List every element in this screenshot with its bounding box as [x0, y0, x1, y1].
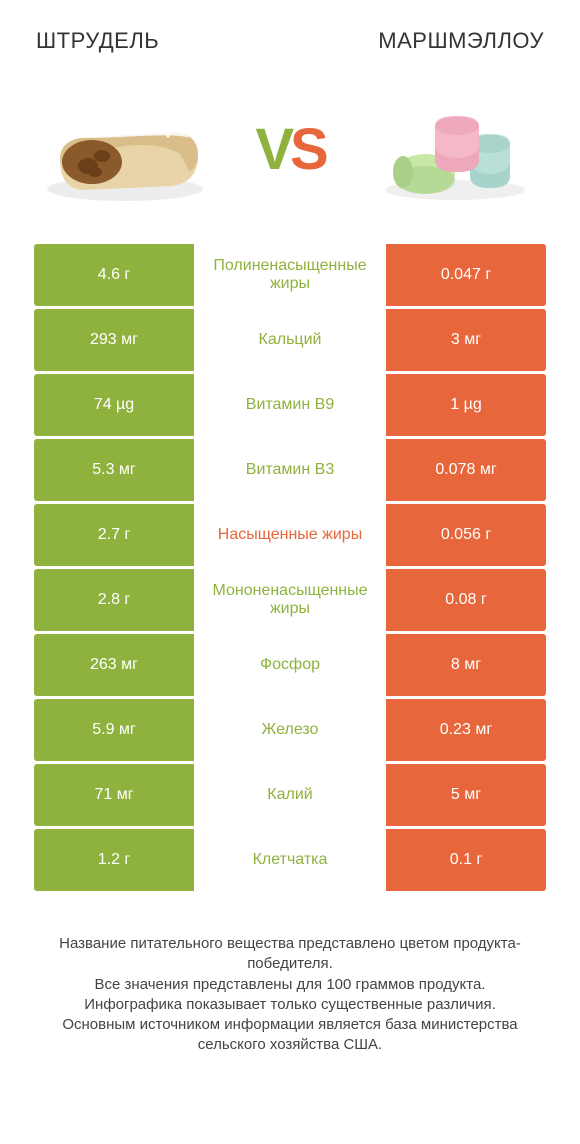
- left-value-cell: 5.9 мг: [34, 699, 194, 761]
- table-row: 1.2 гКлетчатка0.1 г: [34, 829, 546, 891]
- table-row: 74 µgВитамин B91 µg: [34, 374, 546, 436]
- left-value-cell: 71 мг: [34, 764, 194, 826]
- hero-row: VS: [0, 64, 580, 244]
- table-row: 71 мгКалий5 мг: [34, 764, 546, 826]
- vs-label: VS: [255, 116, 324, 183]
- left-food-title: ШТРУДЕЛЬ: [36, 28, 159, 54]
- footer-line: Основным источником информации является …: [40, 1015, 540, 1056]
- footer-line: Инфографика показывает только существенн…: [40, 995, 540, 1015]
- table-row: 263 мгФосфор8 мг: [34, 634, 546, 696]
- nutrient-label: Кальций: [194, 309, 386, 371]
- right-value-cell: 0.23 мг: [386, 699, 546, 761]
- vs-v: V: [255, 117, 290, 182]
- comparison-table: 4.6 гПолиненасыщенные жиры0.047 г293 мгК…: [0, 244, 580, 891]
- nutrient-label: Калий: [194, 764, 386, 826]
- left-value-cell: 1.2 г: [34, 829, 194, 891]
- left-value-cell: 293 мг: [34, 309, 194, 371]
- nutrient-label: Насыщенные жиры: [194, 504, 386, 566]
- right-value-cell: 8 мг: [386, 634, 546, 696]
- nutrient-label: Мононенасыщенные жиры: [194, 569, 386, 631]
- right-value-cell: 0.056 г: [386, 504, 546, 566]
- strudel-icon: [40, 94, 210, 204]
- table-row: 293 мгКальций3 мг: [34, 309, 546, 371]
- right-value-cell: 3 мг: [386, 309, 546, 371]
- nutrient-label: Клетчатка: [194, 829, 386, 891]
- footer-line: Название питательного вещества представл…: [40, 934, 540, 975]
- table-row: 2.8 гМононенасыщенные жиры0.08 г: [34, 569, 546, 631]
- header: ШТРУДЕЛЬ МАРШМЭЛЛОУ: [0, 0, 580, 64]
- table-row: 4.6 гПолиненасыщенные жиры0.047 г: [34, 244, 546, 306]
- table-row: 5.9 мгЖелезо0.23 мг: [34, 699, 546, 761]
- right-value-cell: 0.1 г: [386, 829, 546, 891]
- right-value-cell: 0.078 мг: [386, 439, 546, 501]
- nutrient-label: Полиненасыщенные жиры: [194, 244, 386, 306]
- right-value-cell: 0.047 г: [386, 244, 546, 306]
- nutrient-label: Витамин B3: [194, 439, 386, 501]
- marshmallow-illustration: [370, 84, 540, 214]
- strudel-illustration: [40, 84, 210, 214]
- left-value-cell: 5.3 мг: [34, 439, 194, 501]
- marshmallow-icon: [375, 94, 535, 204]
- footer-note: Название питательного вещества представл…: [0, 894, 580, 1056]
- left-value-cell: 4.6 г: [34, 244, 194, 306]
- right-value-cell: 5 мг: [386, 764, 546, 826]
- footer-line: Все значения представлены для 100 граммо…: [40, 975, 540, 995]
- right-food-title: МАРШМЭЛЛОУ: [378, 28, 544, 54]
- left-value-cell: 263 мг: [34, 634, 194, 696]
- vs-s: S: [290, 117, 325, 182]
- nutrient-label: Фосфор: [194, 634, 386, 696]
- right-value-cell: 1 µg: [386, 374, 546, 436]
- left-value-cell: 2.8 г: [34, 569, 194, 631]
- table-row: 5.3 мгВитамин B30.078 мг: [34, 439, 546, 501]
- nutrient-label: Витамин B9: [194, 374, 386, 436]
- nutrient-label: Железо: [194, 699, 386, 761]
- table-row: 2.7 гНасыщенные жиры0.056 г: [34, 504, 546, 566]
- left-value-cell: 2.7 г: [34, 504, 194, 566]
- left-value-cell: 74 µg: [34, 374, 194, 436]
- right-value-cell: 0.08 г: [386, 569, 546, 631]
